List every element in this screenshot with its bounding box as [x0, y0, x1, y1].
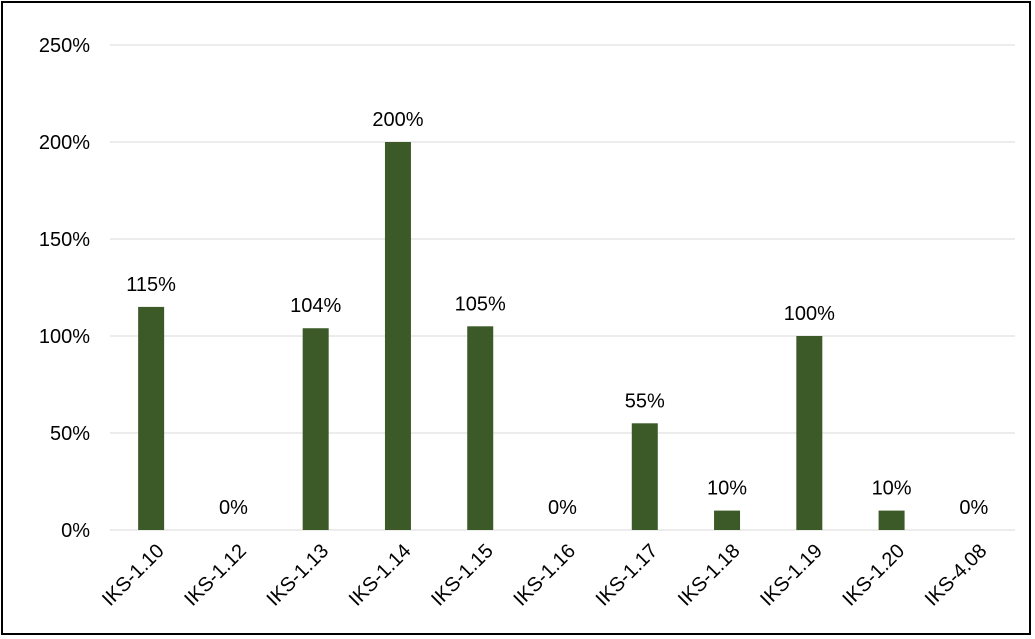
bar: [714, 510, 741, 530]
gridlines: [110, 44, 1015, 531]
data-labels: 115% 0% 104% 200% 105% 0% 55% 10% 100% 10% 0%: [126, 109, 988, 519]
bar: [384, 142, 411, 530]
y-tick-label: 250%: [39, 35, 90, 57]
x-tick-label: IKS-1.16: [509, 540, 580, 611]
x-tick-label: IKS-4.08: [921, 540, 992, 611]
bar: [878, 510, 905, 530]
y-tick-label: 100%: [39, 326, 90, 348]
x-tick-label: IKS-1.12: [180, 540, 251, 611]
data-label: 0%: [219, 497, 248, 519]
data-label: 55%: [625, 390, 665, 412]
y-tick-label: 0%: [61, 520, 90, 542]
data-label: 0%: [959, 497, 988, 519]
data-label: 10%: [872, 478, 912, 500]
bar: [796, 336, 823, 530]
bar: [467, 326, 494, 530]
x-tick-label: IKS-1.10: [98, 540, 169, 611]
data-label: 100%: [784, 303, 835, 325]
data-label: 10%: [707, 478, 747, 500]
y-tick-label: 150%: [39, 229, 90, 251]
x-tick-label: IKS-1.17: [592, 540, 663, 611]
data-label: 0%: [548, 497, 577, 519]
data-label: 115%: [126, 274, 176, 296]
x-tick-label: IKS-1.13: [263, 540, 334, 611]
bar: [631, 423, 658, 530]
data-label: 105%: [455, 293, 506, 315]
data-label: 200%: [372, 109, 423, 131]
x-tick-label: IKS-1.19: [756, 540, 827, 611]
x-tick-label: IKS-1.14: [345, 540, 416, 611]
y-tick-label: 200%: [39, 132, 90, 154]
data-label: 104%: [290, 295, 341, 317]
x-tick-label: IKS-1.18: [674, 540, 745, 611]
y-tick-label: 50%: [50, 423, 90, 445]
bars: [138, 142, 905, 530]
x-tick-label: IKS-1.15: [427, 540, 498, 611]
bar: [138, 306, 165, 530]
x-axis-ticks: IKS-1.10 IKS-1.12 IKS-1.13 IKS-1.14 IKS-1.15…: [98, 540, 991, 611]
bar: [302, 328, 329, 530]
x-tick-label: IKS-1.20: [839, 540, 910, 611]
y-axis-ticks: 0% 50% 100% 150% 200% 250%: [39, 35, 90, 542]
